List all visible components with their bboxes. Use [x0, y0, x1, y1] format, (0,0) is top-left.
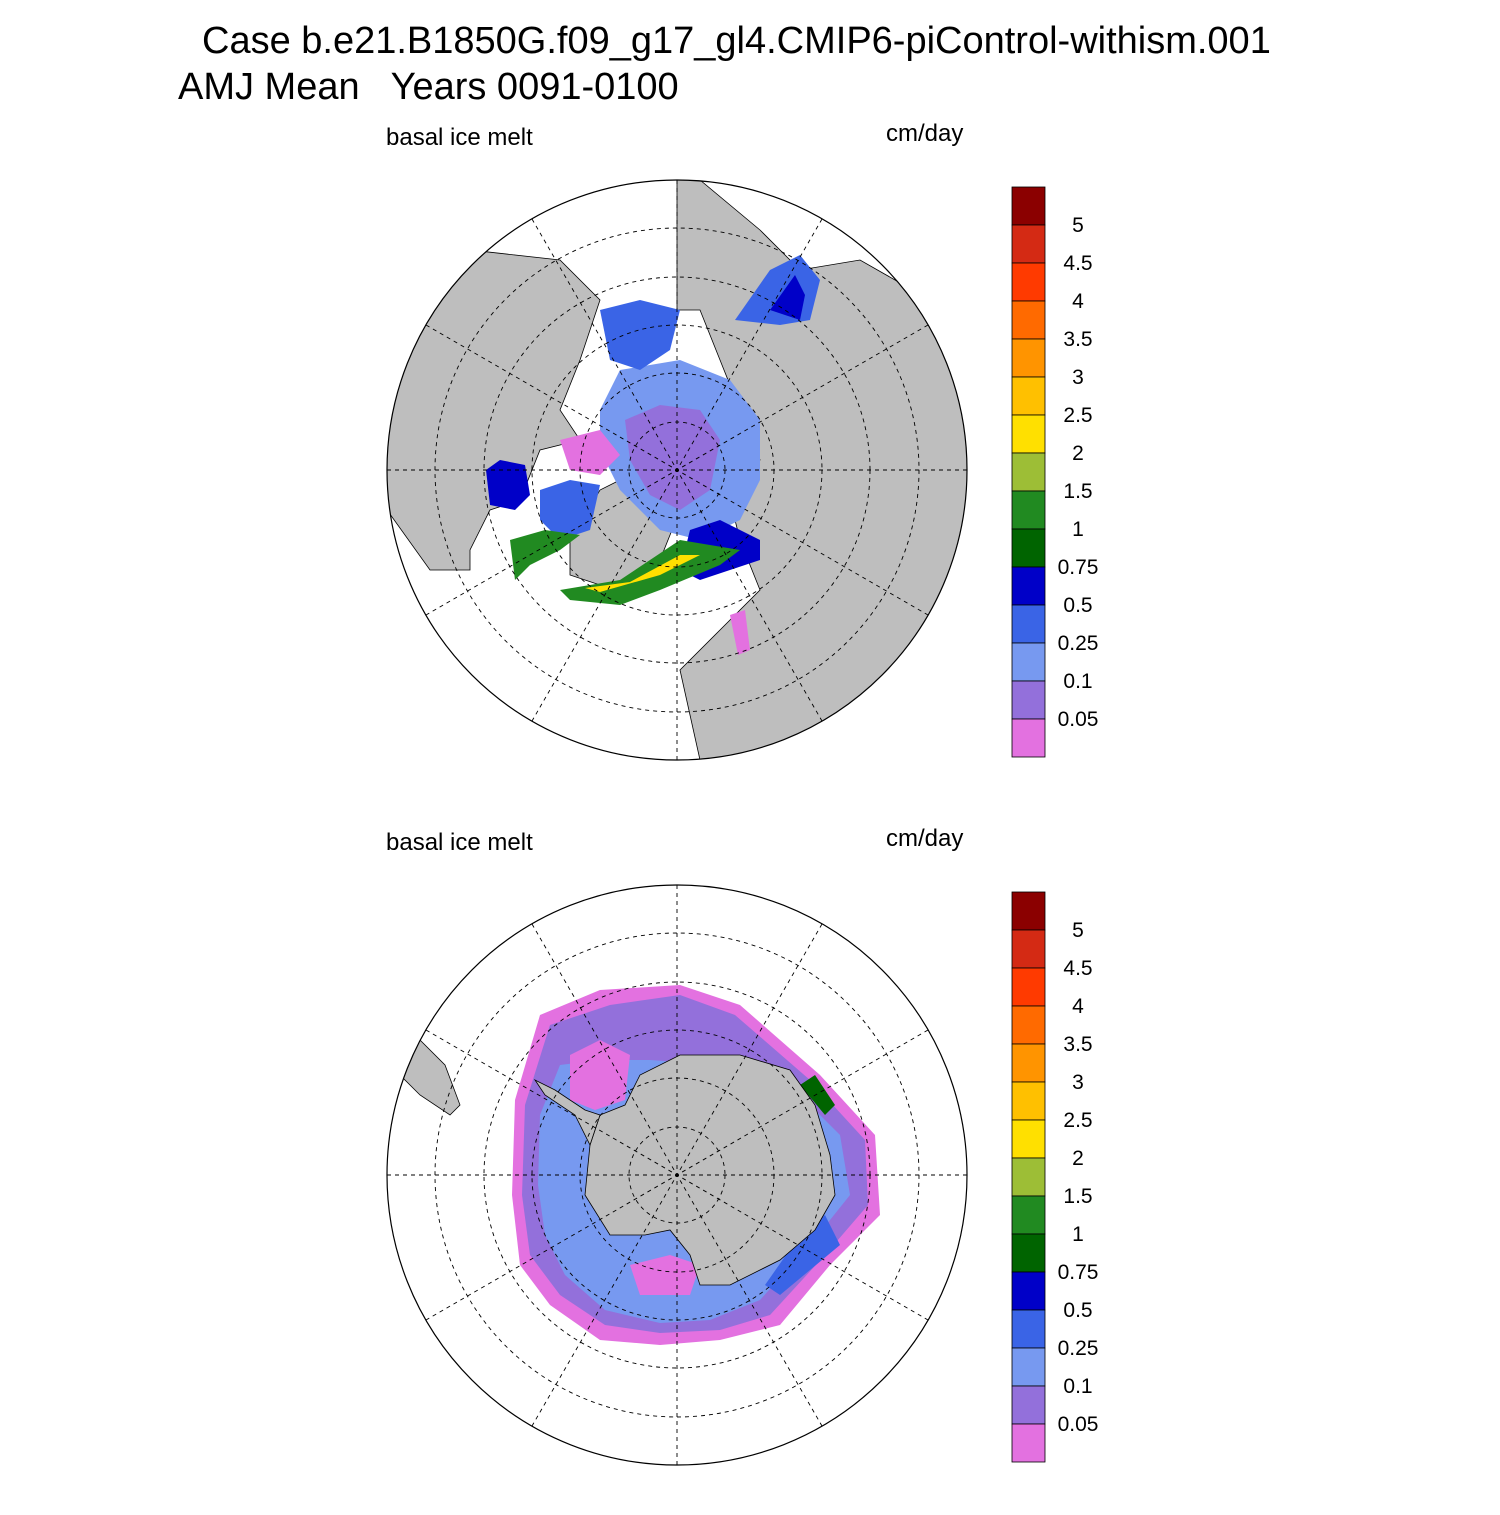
colorbar-tick-label: 3.5: [1063, 328, 1092, 351]
colorbar-swatch: [1011, 1157, 1046, 1197]
south-panel: basal ice melt cm/day: [0, 815, 1500, 1515]
colorbar-swatch: [1011, 490, 1046, 530]
colorbar-tick-label: 0.25: [1058, 632, 1099, 655]
south-graticule: [387, 885, 967, 1465]
north-graticule: [387, 180, 967, 760]
colorbar-tick-label: 1: [1072, 1223, 1084, 1246]
colorbar-swatch: [1011, 566, 1046, 606]
south-map-border: [386, 884, 968, 1466]
caa-melt: [560, 430, 620, 475]
colorbar-tick-label: 0.75: [1058, 556, 1099, 579]
colorbar-swatch: [1011, 1271, 1046, 1311]
east-antarctica-melt-blue: [765, 1215, 840, 1295]
south-map-svg: 5 4.5 4 3.5 3 2.5 2 1.5 1 0.75 0.5 0.25 0.1 0.05: [386, 884, 1099, 1466]
colorbar-tick-label: 2.5: [1063, 1109, 1092, 1132]
labrador-melt-green: [510, 530, 580, 580]
colorbar-tick-label: 2.5: [1063, 404, 1092, 427]
colorbar-swatch: [1011, 680, 1046, 720]
baltic-melt: [730, 610, 750, 655]
colorbar-tick-label: 1: [1072, 518, 1084, 541]
colorbar-swatch: [1011, 967, 1046, 1007]
colorbar-swatch: [1011, 1119, 1046, 1159]
colorbar-swatch: [1011, 452, 1046, 492]
colorbar-tick-label: 3.5: [1063, 1033, 1092, 1056]
colorbar-tick-label: 4.5: [1063, 957, 1092, 980]
colorbar-tick-label: 4: [1072, 290, 1084, 313]
colorbar-tick-label: 0.5: [1063, 1299, 1092, 1322]
ross-pink-patch: [630, 1255, 700, 1295]
colorbar-swatch: [1011, 891, 1046, 931]
colorbar-tick-label: 2: [1072, 442, 1084, 465]
colorbar-swatch: [1011, 262, 1046, 302]
bering-melt: [600, 300, 680, 370]
colorbar-swatch: [1011, 642, 1046, 682]
south-colorbar: 5 4.5 4 3.5 3 2.5 2 1.5 1 0.75 0.5 0.25 0.1 0.05: [1011, 891, 1099, 1463]
colorbar-tick-label: 5: [1072, 919, 1084, 942]
weddell-pink-patch: [570, 1040, 630, 1110]
colorbar-swatch: [1011, 376, 1046, 416]
colorbar-tick-label: 2: [1072, 1147, 1084, 1170]
colorbar-tick-label: 3: [1072, 366, 1084, 389]
colorbar-tick-label: 4.5: [1063, 252, 1092, 275]
colorbar-swatch: [1011, 1005, 1046, 1045]
okhotsk-melt-dark: [770, 275, 805, 320]
north-map-border: [386, 179, 968, 761]
colorbar-swatch: [1011, 1385, 1046, 1425]
figure-title-period: AMJ Mean Years 0091-0100: [178, 66, 679, 108]
colorbar-tick-label: 0.05: [1058, 1413, 1099, 1436]
north-panel: basal ice melt cm/day: [0, 110, 1500, 810]
colorbar-swatch: [1011, 604, 1046, 644]
colorbar-swatch: [1011, 1309, 1046, 1349]
colorbar-tick-label: 0.1: [1063, 1375, 1092, 1398]
colorbar-tick-label: 0.25: [1058, 1337, 1099, 1360]
colorbar-tick-label: 4: [1072, 995, 1084, 1018]
colorbar-swatch: [1011, 1233, 1046, 1273]
north-colorbar: 5 4.5 4 3.5 3 2.5 2 1.5 1 0.75 0.5 0.25 0.1 0.05: [1011, 186, 1099, 758]
greenland-sea-melt-yellow: [585, 555, 700, 592]
colorbar-swatch: [1011, 1081, 1046, 1121]
south-units-label: cm/day: [886, 825, 964, 852]
east-antarctica-melt-dark: [800, 1075, 835, 1115]
colorbar-swatch: [1011, 718, 1046, 758]
north-variable-label: basal ice melt: [386, 124, 533, 151]
colorbar-swatch: [1011, 338, 1046, 378]
north-units-label: cm/day: [886, 120, 964, 147]
colorbar-swatch: [1011, 300, 1046, 340]
south-variable-label: basal ice melt: [386, 829, 533, 856]
colorbar-tick-label: 1.5: [1063, 480, 1092, 503]
hudson-bay-melt: [486, 460, 530, 510]
colorbar-swatch: [1011, 1195, 1046, 1235]
antarctica-land: [584, 1054, 836, 1286]
baffin-melt: [540, 480, 600, 540]
colorbar-swatch: [1011, 224, 1046, 264]
colorbar-swatch: [1011, 1423, 1046, 1463]
colorbar-swatch: [1011, 186, 1046, 226]
colorbar-swatch: [1011, 1043, 1046, 1083]
antarctic-peninsula-land: [533, 1078, 601, 1147]
colorbar-tick-label: 5: [1072, 214, 1084, 237]
colorbar-tick-label: 0.5: [1063, 594, 1092, 617]
colorbar-swatch: [1011, 414, 1046, 454]
colorbar-tick-label: 0.1: [1063, 670, 1092, 693]
figure-title-case: Case b.e21.B1850G.f09_g17_gl4.CMIP6-piCo…: [202, 20, 1271, 62]
north-map-svg: 5 4.5 4 3.5 3 2.5 2 1.5 1 0.75 0.5 0.25 0.1 0.05: [386, 179, 1099, 761]
colorbar-tick-label: 1.5: [1063, 1185, 1092, 1208]
colorbar-swatch: [1011, 929, 1046, 969]
colorbar-swatch: [1011, 528, 1046, 568]
colorbar-swatch: [1011, 1347, 1046, 1387]
colorbar-tick-label: 0.75: [1058, 1261, 1099, 1284]
colorbar-tick-label: 0.05: [1058, 708, 1099, 731]
colorbar-tick-label: 3: [1072, 1071, 1084, 1094]
